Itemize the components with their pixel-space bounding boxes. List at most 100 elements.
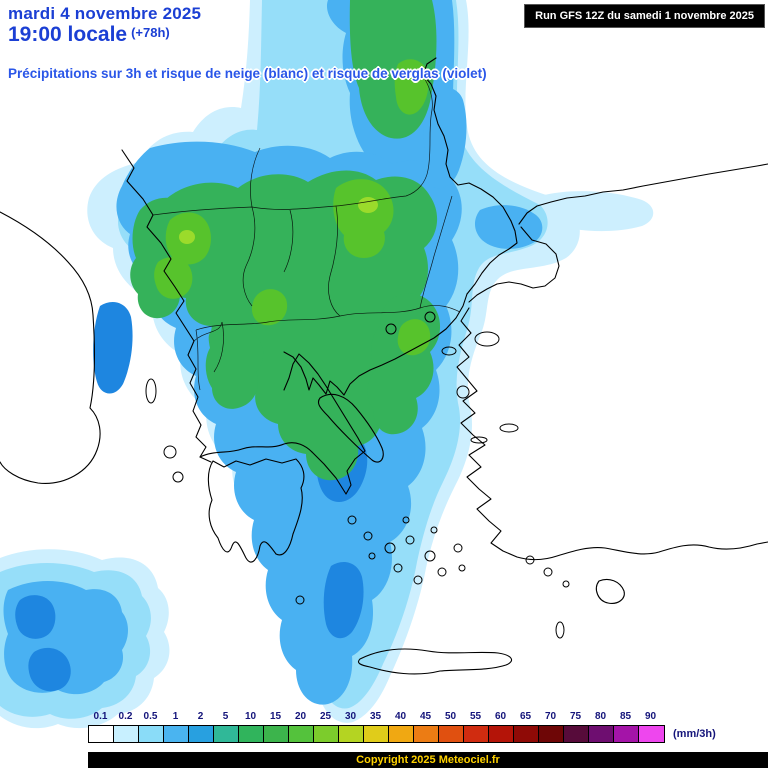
precip-bgreen-top [394, 59, 429, 115]
copyright-text: Copyright 2025 Meteociel.fr [356, 754, 500, 766]
island-dodecanese [562, 580, 570, 588]
legend-color-box [139, 726, 164, 742]
coastlines [0, 57, 768, 675]
legend-value: 80 [594, 711, 607, 722]
precip-bgreen-serbia2 [154, 257, 193, 299]
precip-bgreen-bulgaria [333, 179, 394, 258]
precipitation-legend: 0.1 0.2 0.5 1 2 5 10 15 20 25 30 35 40 45 50 55 60 65 70 75… [88, 711, 716, 743]
island-kythera [295, 595, 305, 605]
map-subtitle: Précipitations sur 3h et risque de neige… [8, 66, 487, 81]
precip-core-aegean-deep [323, 561, 364, 639]
legend-color-box [314, 726, 339, 742]
island-cyclades [347, 515, 357, 525]
island-cyclades [458, 564, 466, 572]
legend-color-box [164, 726, 189, 742]
island-samothrace [424, 311, 436, 323]
coastline-black-sea-west [422, 57, 512, 222]
legend-color-box [564, 726, 589, 742]
precip-blob-marmara-medium [474, 205, 543, 249]
island-cyclades [363, 531, 373, 541]
coastline-adriatic-balkan [121, 149, 212, 463]
coastline-gallipoli-marmara-north [466, 220, 518, 295]
border-greece-north [195, 305, 461, 331]
legend-value: 65 [519, 711, 532, 722]
island-cyclades [368, 552, 376, 560]
legend-color-box [514, 726, 539, 742]
forecast-time: 19:00 locale (+78h) [8, 23, 170, 47]
legend-color-box [589, 726, 614, 742]
precip-core-ionian2-deep [28, 647, 71, 692]
legend-value: 75 [569, 711, 582, 722]
island-cyclades [393, 563, 403, 573]
island-kefalonia [163, 445, 177, 459]
legend-color-box [89, 726, 114, 742]
legend-color-box [239, 726, 264, 742]
island-cyclades [402, 516, 410, 524]
island-cyclades [437, 567, 447, 577]
island-thasos [385, 323, 397, 335]
legend-color-box [189, 726, 214, 742]
legend-value: 45 [419, 711, 432, 722]
legend-value: 15 [269, 711, 282, 722]
island-crete [357, 648, 513, 675]
legend-color-box [289, 726, 314, 742]
coastline-central-greece [283, 353, 366, 495]
legend-value: 60 [494, 711, 507, 722]
legend-value: 85 [619, 711, 632, 722]
forecast-time-label: 19:00 locale [8, 23, 128, 46]
legend-value: 55 [469, 711, 482, 722]
legend-value: 90 [644, 711, 657, 722]
legend-values: 0.1 0.2 0.5 1 2 5 10 15 20 25 30 35 40 45 50 55 60 65 70 75… [88, 711, 665, 725]
island-zakynthos [172, 471, 184, 483]
legend-color-box [439, 726, 464, 742]
island-dodecanese [525, 555, 535, 565]
legend-value: 10 [244, 711, 257, 722]
precip-lime-spot2 [179, 230, 195, 244]
legend-value: 0.1 [93, 711, 108, 722]
border-montenegro [193, 321, 223, 342]
border-serbia-bulgaria [328, 205, 341, 317]
legend-value: 70 [544, 711, 557, 722]
coastline-gulf-of-corinth [199, 442, 313, 458]
legend-color-box [389, 726, 414, 742]
legend-value: 0.5 [143, 711, 158, 722]
precip-bgreen-macedonia [251, 289, 288, 326]
island-cyclades [453, 543, 463, 553]
forecast-offset: (+78h) [131, 25, 170, 40]
legend-color-box [264, 726, 289, 742]
legend-color-box [489, 726, 514, 742]
legend-boxes [88, 725, 665, 743]
forecast-date: mardi 4 novembre 2025 [8, 4, 202, 23]
border-serbia-east [283, 209, 294, 273]
island-karpathos [555, 621, 565, 639]
island-chios [456, 385, 470, 399]
island-euboea [317, 393, 384, 463]
precip-core-ionian1-deep [15, 595, 56, 639]
island-cyclades [384, 542, 396, 554]
island-rhodes [595, 578, 625, 604]
copyright-bar: Copyright 2025 Meteociel.fr [88, 752, 768, 768]
coastline-turkey-aegean [456, 307, 768, 561]
border-sava-danube [152, 75, 433, 216]
island-samos [499, 423, 519, 433]
legend-value: 40 [394, 711, 407, 722]
coastline-chalkidiki-thrace [283, 293, 468, 396]
coastline-turkey-black-sea [518, 163, 768, 225]
precip-blob-turkey-north-pale [539, 191, 654, 232]
island-limnos [441, 346, 457, 356]
legend-color-box [539, 726, 564, 742]
legend-value: 20 [294, 711, 307, 722]
island-ikaria [470, 436, 488, 444]
island-cyclades [413, 575, 423, 585]
precip-lime-spot1 [358, 197, 378, 213]
legend-color-box [339, 726, 364, 742]
legend-value: 30 [344, 711, 357, 722]
legend-color-box [214, 726, 239, 742]
legend-color-box [639, 726, 664, 742]
island-cyclades [424, 550, 436, 562]
country-borders [152, 75, 461, 391]
coastline-marmara-south [468, 226, 560, 303]
precip-bgreen-aegean [397, 319, 431, 356]
